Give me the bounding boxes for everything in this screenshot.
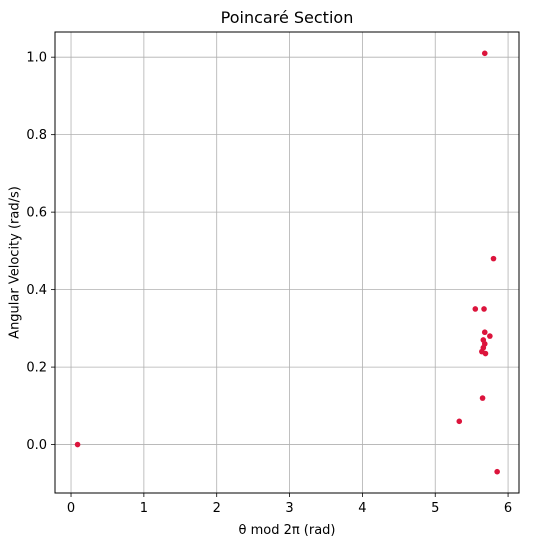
data-points bbox=[74, 50, 500, 475]
x-tick-label: 4 bbox=[358, 501, 366, 516]
x-tick-label: 2 bbox=[213, 501, 221, 516]
x-tick-label: 5 bbox=[431, 501, 439, 516]
data-point bbox=[487, 333, 493, 339]
x-tick-label: 6 bbox=[504, 501, 512, 516]
x-tick-label: 0 bbox=[67, 501, 75, 516]
y-tick-label: 0.2 bbox=[26, 361, 47, 376]
data-point bbox=[494, 468, 500, 475]
y-tick-label: 0.8 bbox=[26, 128, 47, 143]
x-tick-label: 1 bbox=[140, 501, 148, 516]
data-point bbox=[481, 306, 487, 312]
data-point bbox=[472, 306, 479, 312]
y-axis-label: Angular Velocity (rad/s) bbox=[8, 186, 23, 339]
chart-title: Poincaré Section bbox=[221, 8, 354, 27]
y-tick-label: 1.0 bbox=[26, 51, 47, 66]
x-axis-label: θ mod 2π (rad) bbox=[238, 523, 335, 538]
data-point bbox=[481, 329, 488, 336]
x-tick-label: 3 bbox=[285, 501, 293, 516]
grid bbox=[55, 32, 519, 493]
y-tick-label: 0.6 bbox=[26, 206, 47, 221]
data-point bbox=[479, 395, 486, 401]
data-point bbox=[482, 350, 489, 357]
data-point bbox=[74, 441, 81, 448]
y-tick-label: 0.4 bbox=[26, 283, 47, 298]
y-tick-label: 0.0 bbox=[26, 438, 47, 453]
ticks: 0 1 2 3 4 5 6 0.0 0.2 0.4 0.6 0.8 1.0 bbox=[26, 51, 512, 516]
data-point bbox=[456, 418, 463, 425]
data-point bbox=[490, 255, 497, 262]
data-point bbox=[481, 50, 488, 57]
plot-frame bbox=[54, 31, 520, 494]
